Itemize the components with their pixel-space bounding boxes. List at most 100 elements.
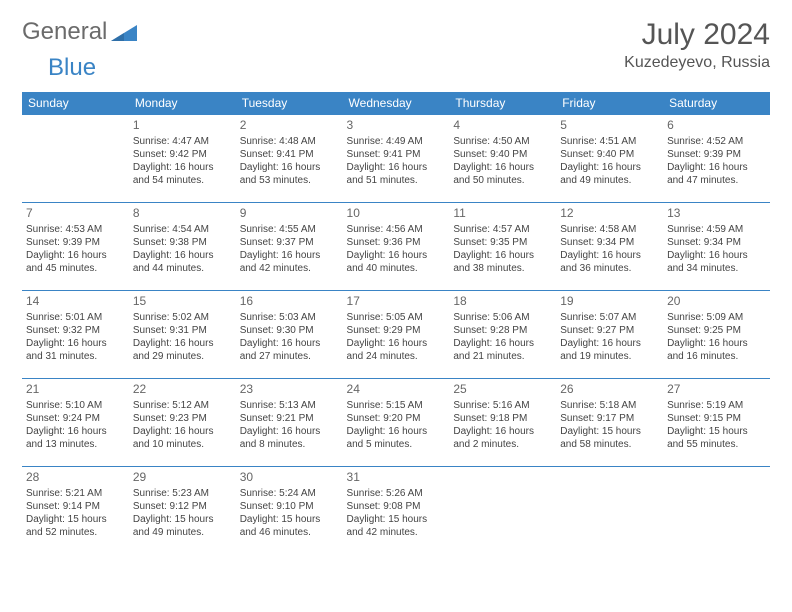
daylight-line: Daylight: 16 hours and 27 minutes.	[240, 337, 339, 363]
day-number: 13	[667, 206, 766, 222]
day-number: 30	[240, 470, 339, 486]
calendar-day-cell: 6Sunrise: 4:52 AMSunset: 9:39 PMDaylight…	[663, 115, 770, 203]
sunset-line: Sunset: 9:36 PM	[347, 236, 446, 249]
daylight-line: Daylight: 16 hours and 21 minutes.	[453, 337, 552, 363]
sunset-line: Sunset: 9:40 PM	[453, 148, 552, 161]
day-number: 4	[453, 118, 552, 134]
day-number: 15	[133, 294, 232, 310]
weekday-row: SundayMondayTuesdayWednesdayThursdayFrid…	[22, 92, 770, 115]
weekday-header: Wednesday	[343, 92, 450, 115]
sunrise-line: Sunrise: 5:07 AM	[560, 311, 659, 324]
sunset-line: Sunset: 9:30 PM	[240, 324, 339, 337]
day-number: 7	[26, 206, 125, 222]
sunrise-line: Sunrise: 5:03 AM	[240, 311, 339, 324]
daylight-line: Daylight: 16 hours and 38 minutes.	[453, 249, 552, 275]
day-number: 27	[667, 382, 766, 398]
sunrise-line: Sunrise: 4:58 AM	[560, 223, 659, 236]
sunrise-line: Sunrise: 4:49 AM	[347, 135, 446, 148]
sunset-line: Sunset: 9:10 PM	[240, 500, 339, 513]
sunrise-line: Sunrise: 5:01 AM	[26, 311, 125, 324]
sunrise-line: Sunrise: 5:15 AM	[347, 399, 446, 412]
sunset-line: Sunset: 9:34 PM	[560, 236, 659, 249]
day-number: 23	[240, 382, 339, 398]
day-number: 9	[240, 206, 339, 222]
daylight-line: Daylight: 16 hours and 31 minutes.	[26, 337, 125, 363]
day-number: 25	[453, 382, 552, 398]
calendar-day-cell: 7Sunrise: 4:53 AMSunset: 9:39 PMDaylight…	[22, 203, 129, 291]
calendar-week-row: 28Sunrise: 5:21 AMSunset: 9:14 PMDayligh…	[22, 467, 770, 555]
sunset-line: Sunset: 9:25 PM	[667, 324, 766, 337]
sunset-line: Sunset: 9:18 PM	[453, 412, 552, 425]
day-number: 19	[560, 294, 659, 310]
daylight-line: Daylight: 16 hours and 47 minutes.	[667, 161, 766, 187]
sunset-line: Sunset: 9:14 PM	[26, 500, 125, 513]
daylight-line: Daylight: 16 hours and 51 minutes.	[347, 161, 446, 187]
daylight-line: Daylight: 16 hours and 54 minutes.	[133, 161, 232, 187]
calendar-day-cell: 10Sunrise: 4:56 AMSunset: 9:36 PMDayligh…	[343, 203, 450, 291]
sunrise-line: Sunrise: 5:23 AM	[133, 487, 232, 500]
day-number: 26	[560, 382, 659, 398]
sunset-line: Sunset: 9:24 PM	[26, 412, 125, 425]
daylight-line: Daylight: 16 hours and 13 minutes.	[26, 425, 125, 451]
sunrise-line: Sunrise: 5:05 AM	[347, 311, 446, 324]
daylight-line: Daylight: 16 hours and 2 minutes.	[453, 425, 552, 451]
sunset-line: Sunset: 9:31 PM	[133, 324, 232, 337]
calendar-day-cell	[556, 467, 663, 555]
sunrise-line: Sunrise: 5:13 AM	[240, 399, 339, 412]
brand-word-2: Blue	[48, 54, 96, 81]
daylight-line: Daylight: 16 hours and 16 minutes.	[667, 337, 766, 363]
title-block: July 2024 Kuzedeyevo, Russia	[624, 18, 770, 72]
day-number: 2	[240, 118, 339, 134]
daylight-line: Daylight: 15 hours and 42 minutes.	[347, 513, 446, 539]
day-number: 22	[133, 382, 232, 398]
sunset-line: Sunset: 9:20 PM	[347, 412, 446, 425]
daylight-line: Daylight: 16 hours and 5 minutes.	[347, 425, 446, 451]
sunrise-line: Sunrise: 4:56 AM	[347, 223, 446, 236]
day-number: 14	[26, 294, 125, 310]
daylight-line: Daylight: 15 hours and 55 minutes.	[667, 425, 766, 451]
sunset-line: Sunset: 9:37 PM	[240, 236, 339, 249]
daylight-line: Daylight: 16 hours and 50 minutes.	[453, 161, 552, 187]
daylight-line: Daylight: 16 hours and 8 minutes.	[240, 425, 339, 451]
sunrise-line: Sunrise: 5:02 AM	[133, 311, 232, 324]
calendar-day-cell: 21Sunrise: 5:10 AMSunset: 9:24 PMDayligh…	[22, 379, 129, 467]
sunset-line: Sunset: 9:28 PM	[453, 324, 552, 337]
sunset-line: Sunset: 9:17 PM	[560, 412, 659, 425]
day-number: 28	[26, 470, 125, 486]
daylight-line: Daylight: 16 hours and 29 minutes.	[133, 337, 232, 363]
calendar-day-cell: 2Sunrise: 4:48 AMSunset: 9:41 PMDaylight…	[236, 115, 343, 203]
day-number: 17	[347, 294, 446, 310]
daylight-line: Daylight: 16 hours and 36 minutes.	[560, 249, 659, 275]
brand-word-1: General	[22, 18, 107, 46]
day-number: 8	[133, 206, 232, 222]
calendar-day-cell: 1Sunrise: 4:47 AMSunset: 9:42 PMDaylight…	[129, 115, 236, 203]
weekday-header: Sunday	[22, 92, 129, 115]
calendar-day-cell: 9Sunrise: 4:55 AMSunset: 9:37 PMDaylight…	[236, 203, 343, 291]
sunrise-line: Sunrise: 5:06 AM	[453, 311, 552, 324]
calendar-day-cell: 13Sunrise: 4:59 AMSunset: 9:34 PMDayligh…	[663, 203, 770, 291]
sunset-line: Sunset: 9:40 PM	[560, 148, 659, 161]
calendar-day-cell	[22, 115, 129, 203]
daylight-line: Daylight: 16 hours and 53 minutes.	[240, 161, 339, 187]
calendar-day-cell: 16Sunrise: 5:03 AMSunset: 9:30 PMDayligh…	[236, 291, 343, 379]
calendar-day-cell: 29Sunrise: 5:23 AMSunset: 9:12 PMDayligh…	[129, 467, 236, 555]
day-number: 24	[347, 382, 446, 398]
sunset-line: Sunset: 9:23 PM	[133, 412, 232, 425]
day-number: 5	[560, 118, 659, 134]
sunrise-line: Sunrise: 4:57 AM	[453, 223, 552, 236]
sunset-line: Sunset: 9:21 PM	[240, 412, 339, 425]
sunrise-line: Sunrise: 4:52 AM	[667, 135, 766, 148]
day-number: 16	[240, 294, 339, 310]
sunset-line: Sunset: 9:32 PM	[26, 324, 125, 337]
day-number: 12	[560, 206, 659, 222]
weekday-header: Thursday	[449, 92, 556, 115]
calendar-day-cell: 11Sunrise: 4:57 AMSunset: 9:35 PMDayligh…	[449, 203, 556, 291]
day-number: 31	[347, 470, 446, 486]
brand-triangle-icon	[111, 23, 137, 41]
sunrise-line: Sunrise: 4:53 AM	[26, 223, 125, 236]
sunrise-line: Sunrise: 5:12 AM	[133, 399, 232, 412]
calendar-day-cell: 18Sunrise: 5:06 AMSunset: 9:28 PMDayligh…	[449, 291, 556, 379]
calendar-day-cell: 17Sunrise: 5:05 AMSunset: 9:29 PMDayligh…	[343, 291, 450, 379]
sunset-line: Sunset: 9:42 PM	[133, 148, 232, 161]
daylight-line: Daylight: 16 hours and 42 minutes.	[240, 249, 339, 275]
